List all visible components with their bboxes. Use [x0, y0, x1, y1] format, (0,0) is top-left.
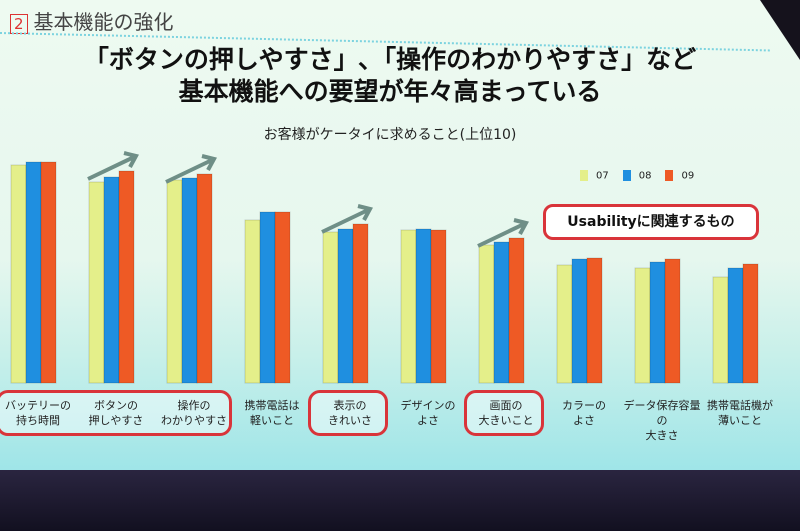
bar-09-1	[40, 161, 57, 384]
rising-arrow-icon	[165, 154, 217, 184]
usability-callout: Usabilityに関連するもの	[543, 204, 759, 240]
bar-07-7	[478, 244, 495, 384]
legend: 07 08 09	[580, 170, 694, 182]
highlight-box	[308, 390, 388, 436]
x-tick-label-line: 薄いこと	[718, 414, 762, 427]
x-tick-label: バッテリーの 持ち時間	[0, 398, 78, 428]
slide: 2 基本機能の強化 「ボタンの押しやすさ」､「操作のわかりやすさ」など 基本機能へ…	[0, 0, 800, 470]
bar-07-4	[244, 219, 261, 384]
x-tick-label: 画面の 大きいこと	[466, 398, 546, 428]
bar-08-6	[415, 228, 432, 384]
x-tick-label-line: わかりやすさ	[161, 414, 227, 427]
x-tick-label-line: カラーの	[562, 399, 606, 412]
bar-07-3	[166, 179, 183, 384]
bar-08-8	[571, 258, 588, 384]
bar-09-3	[196, 173, 213, 384]
x-tick-label-line: 操作の	[177, 399, 211, 412]
bar-07-8	[556, 264, 573, 384]
bar-08-5	[337, 228, 354, 384]
x-tick-label-line: デザインの	[400, 399, 456, 412]
x-tick-label-line: 大きさ	[645, 429, 679, 442]
headline: 「ボタンの押しやすさ」､「操作のわかりやすさ」など 基本機能への要望が年々高まっ…	[40, 44, 740, 108]
bar-09-5	[352, 223, 369, 384]
legend-item-07: 07	[580, 170, 609, 182]
bar-09-8	[586, 257, 603, 384]
x-tick-label-line: 携帯電話機が	[707, 399, 773, 412]
bar-08-10	[727, 267, 744, 384]
rising-arrow-icon	[321, 204, 373, 234]
x-tick-label-line: よさ	[417, 414, 439, 427]
bar-09-4	[274, 211, 291, 384]
x-tick-label-line: 表示の	[333, 399, 367, 412]
section-heading: 2 基本機能の強化	[10, 6, 174, 35]
section-number: 2	[10, 14, 28, 34]
x-tick-label-line: 軽いこと	[250, 414, 294, 427]
x-tick-label: ボタンの 押しやすさ	[76, 398, 156, 428]
headline-line1: 「ボタンの押しやすさ」､「操作のわかりやすさ」など	[83, 45, 697, 74]
rising-arrow-icon	[87, 151, 139, 181]
legend-item-09: 09	[665, 170, 694, 182]
x-tick-label: 操作の わかりやすさ	[154, 398, 234, 428]
x-tick-label: データ保存容量の大きさ	[622, 398, 702, 443]
highlight-box	[464, 390, 544, 436]
x-tick-label-line: バッテリーの	[5, 399, 71, 412]
highlight-box	[0, 390, 232, 436]
bar-09-2	[118, 170, 135, 384]
bar-08-9	[649, 261, 666, 384]
bar-09-9	[664, 258, 681, 384]
bar-07-10	[712, 276, 729, 384]
bar-07-5	[322, 231, 339, 384]
x-tick-label-line: データ保存容量の	[623, 399, 701, 427]
rising-arrow-icon	[477, 218, 529, 248]
chart-title: お客様がケータイに求めること(上位10)	[263, 127, 517, 143]
x-tick-label-line: ボタンの	[94, 399, 138, 412]
bar-07-6	[400, 229, 417, 384]
legend-item-08: 08	[622, 170, 651, 182]
section-title: 基本機能の強化	[33, 10, 174, 34]
bar-09-10	[742, 263, 759, 384]
bar-09-7	[508, 237, 525, 384]
bar-08-3	[181, 177, 198, 384]
x-tick-label: 携帯電話機が 薄いこと	[700, 398, 780, 428]
x-tick-label-line: きれいさ	[328, 414, 372, 427]
bar-09-6	[430, 229, 447, 384]
x-tick-label-line: よさ	[573, 414, 595, 427]
bar-chart	[10, 151, 759, 384]
bar-08-7	[493, 241, 510, 384]
x-tick-label: カラーの よさ	[544, 398, 624, 428]
bar-07-9	[634, 267, 651, 384]
bar-07-1	[10, 164, 27, 384]
x-tick-label: 携帯電話は 軽いこと	[232, 398, 312, 428]
bar-08-2	[103, 176, 120, 384]
x-tick-label-line: 押しやすさ	[88, 414, 144, 427]
x-tick-label-line: 大きいこと	[478, 414, 534, 427]
headline-line2: 基本機能への要望が年々高まっている	[178, 77, 602, 106]
x-tick-label: 表示の きれいさ	[310, 398, 390, 428]
bar-08-1	[25, 161, 42, 384]
x-tick-label-line: 画面の	[489, 399, 523, 412]
stage-floor	[0, 470, 800, 531]
x-tick-label-line: 携帯電話は	[244, 399, 300, 412]
x-tick-label-line: 持ち時間	[16, 414, 60, 427]
bar-08-4	[259, 211, 276, 384]
bar-07-2	[88, 181, 105, 384]
x-tick-label: デザインの よさ	[388, 398, 468, 428]
